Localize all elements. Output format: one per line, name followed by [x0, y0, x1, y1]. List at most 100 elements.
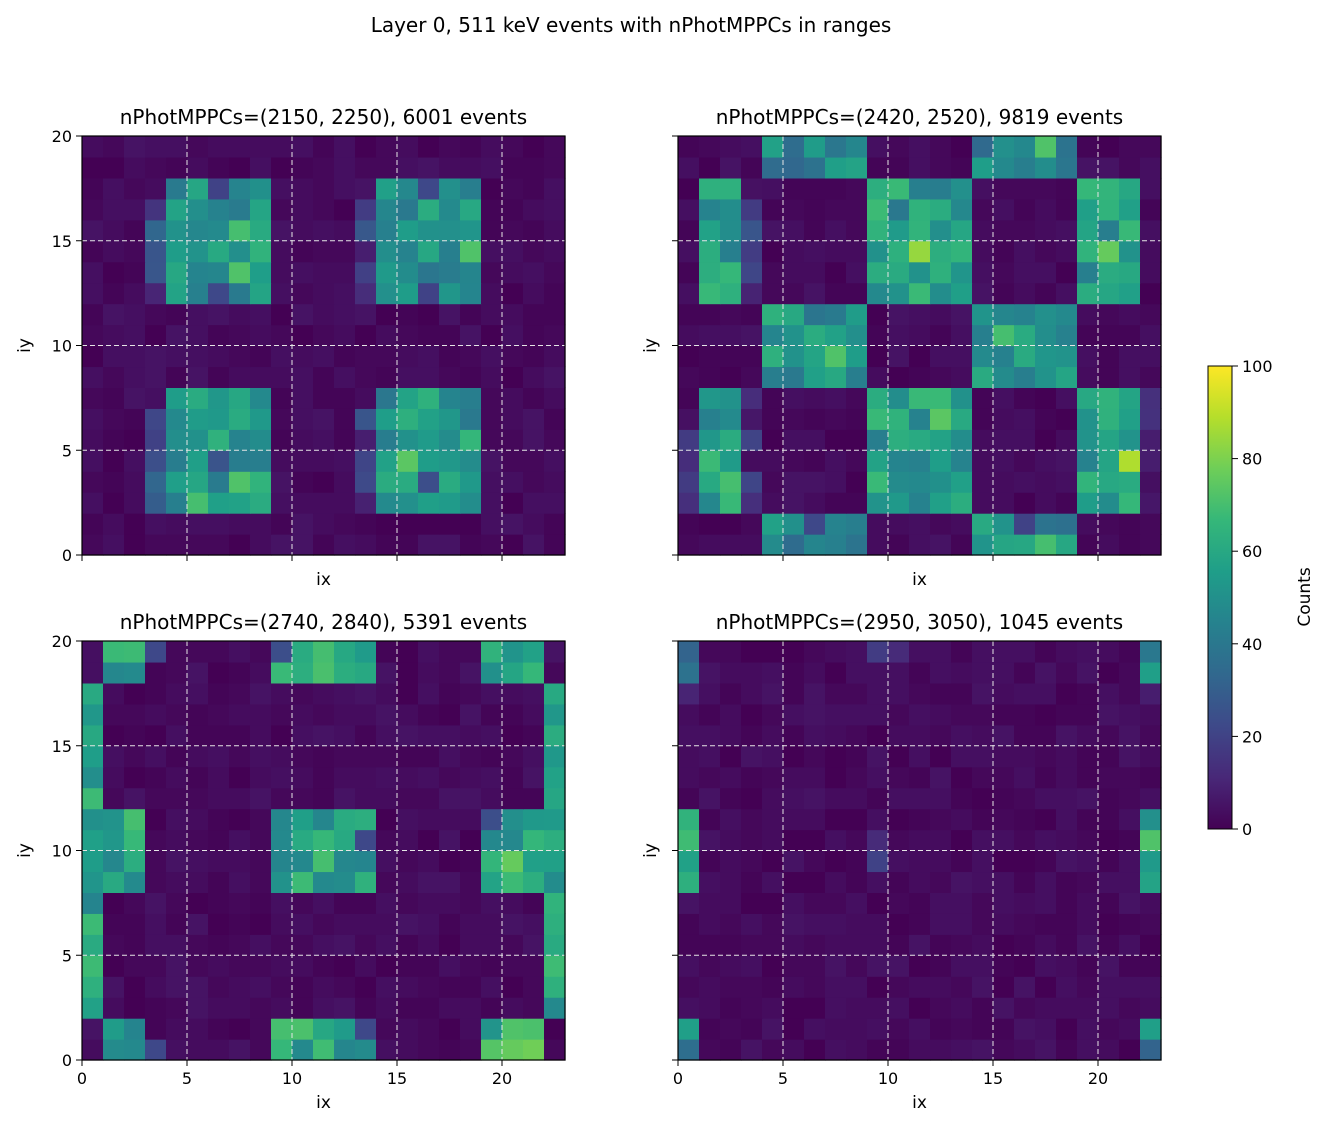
heatmap-cell [439, 198, 461, 221]
heatmap-cell [699, 766, 721, 789]
heatmap-cell [355, 871, 377, 893]
heatmap-cell [292, 955, 314, 977]
heatmap-cell [523, 829, 545, 852]
heatmap-cell [460, 366, 482, 388]
heatmap-cell [355, 850, 377, 873]
heatmap-cell [439, 136, 461, 158]
heatmap-cell [1077, 934, 1099, 956]
heatmap-cell [1140, 177, 1162, 200]
heatmap-cell [699, 1039, 721, 1061]
heatmap-cell [334, 850, 356, 873]
heatmap-cell [762, 682, 784, 705]
heatmap-cell [678, 324, 700, 347]
heatmap-cell [867, 661, 889, 684]
heatmap-cell [544, 724, 566, 747]
heatmap-cell [825, 534, 847, 556]
heatmap-cell [846, 955, 868, 977]
heatmap-cell [1014, 871, 1036, 893]
heatmap-cell [930, 1018, 952, 1040]
heatmap-cell [762, 366, 784, 388]
heatmap-cell [930, 1039, 952, 1061]
heatmap-cell [783, 366, 805, 388]
heatmap-cell [229, 156, 251, 179]
heatmap-cell [292, 892, 314, 914]
heatmap-cell [397, 534, 419, 556]
heatmap-cell [762, 955, 784, 977]
y-tick-label: 10 [52, 842, 72, 861]
heatmap-cell [1140, 997, 1162, 1019]
heatmap-cell [741, 345, 763, 368]
heatmap-cell [103, 703, 125, 726]
heatmap-cell [145, 429, 167, 451]
heatmap-cell [783, 850, 805, 873]
heatmap-cell [502, 850, 524, 873]
heatmap-cell [376, 1018, 398, 1040]
x-axis-label: ix [912, 570, 927, 590]
heatmap-cell [783, 976, 805, 998]
heatmap-cell [145, 177, 167, 200]
heatmap-cell [460, 745, 482, 768]
heatmap-cell [720, 303, 742, 326]
heatmap-cell [208, 177, 230, 200]
heatmap-cell [418, 871, 440, 893]
heatmap-cell [1056, 513, 1078, 535]
heatmap-cell [1119, 850, 1141, 873]
heatmap-cell [145, 641, 167, 663]
subplot-title: nPhotMPPCs=(2420, 2520), 9819 events [716, 105, 1123, 129]
heatmap-cell [909, 450, 931, 472]
heatmap-cell [741, 787, 763, 810]
heatmap-cell [762, 850, 784, 873]
heatmap-cell [523, 303, 545, 326]
heatmap-cell [1056, 641, 1078, 663]
heatmap-cell [825, 282, 847, 305]
heatmap-cell [271, 703, 293, 726]
heatmap-cell [867, 513, 889, 535]
heatmap-cell [741, 641, 763, 663]
x-axis-label: ix [912, 1093, 927, 1113]
heatmap-cell [124, 177, 146, 200]
heatmap-cell [334, 682, 356, 705]
heatmap-cell [250, 745, 272, 768]
heatmap-cell [292, 682, 314, 705]
heatmap-cell [397, 829, 419, 852]
heatmap-cell [930, 219, 952, 242]
heatmap-cell [523, 850, 545, 873]
heatmap-cell [271, 766, 293, 789]
heatmap-cell [1035, 219, 1057, 242]
heatmap-cell [397, 303, 419, 326]
heatmap-cell [397, 997, 419, 1019]
heatmap-cell [103, 156, 125, 179]
heatmap-cell [846, 450, 868, 472]
heatmap-cell [250, 829, 272, 852]
heatmap-cell [376, 976, 398, 998]
heatmap-cell [804, 429, 826, 451]
heatmap-cell [930, 641, 952, 663]
heatmap-cell [82, 703, 104, 726]
heatmap-cell [741, 303, 763, 326]
heatmap-cell [229, 913, 251, 935]
heatmap-cell [867, 345, 889, 368]
heatmap-cell [460, 261, 482, 284]
heatmap-cell [82, 766, 104, 789]
heatmap-cell [460, 450, 482, 472]
heatmap-cell [1014, 513, 1036, 535]
heatmap-cell [187, 408, 209, 430]
heatmap-cell [103, 1039, 125, 1061]
colorbar-tick-label: 100 [1242, 357, 1273, 376]
heatmap-cell [741, 703, 763, 726]
heatmap-cell [972, 934, 994, 956]
heatmap-cell [972, 471, 994, 493]
heatmap-cell [846, 513, 868, 535]
heatmap-cell [481, 177, 503, 200]
heatmap-cell [762, 198, 784, 221]
heatmap-cell [292, 724, 314, 747]
heatmap-cell [1014, 724, 1036, 747]
heatmap-cell [1077, 850, 1099, 873]
heatmap-cell [909, 492, 931, 514]
heatmap-cell [888, 661, 910, 684]
heatmap-cell [930, 934, 952, 956]
heatmap-cell [124, 198, 146, 221]
heatmap-cell [502, 198, 524, 221]
heatmap-cell [951, 829, 973, 852]
heatmap-cell [124, 682, 146, 705]
